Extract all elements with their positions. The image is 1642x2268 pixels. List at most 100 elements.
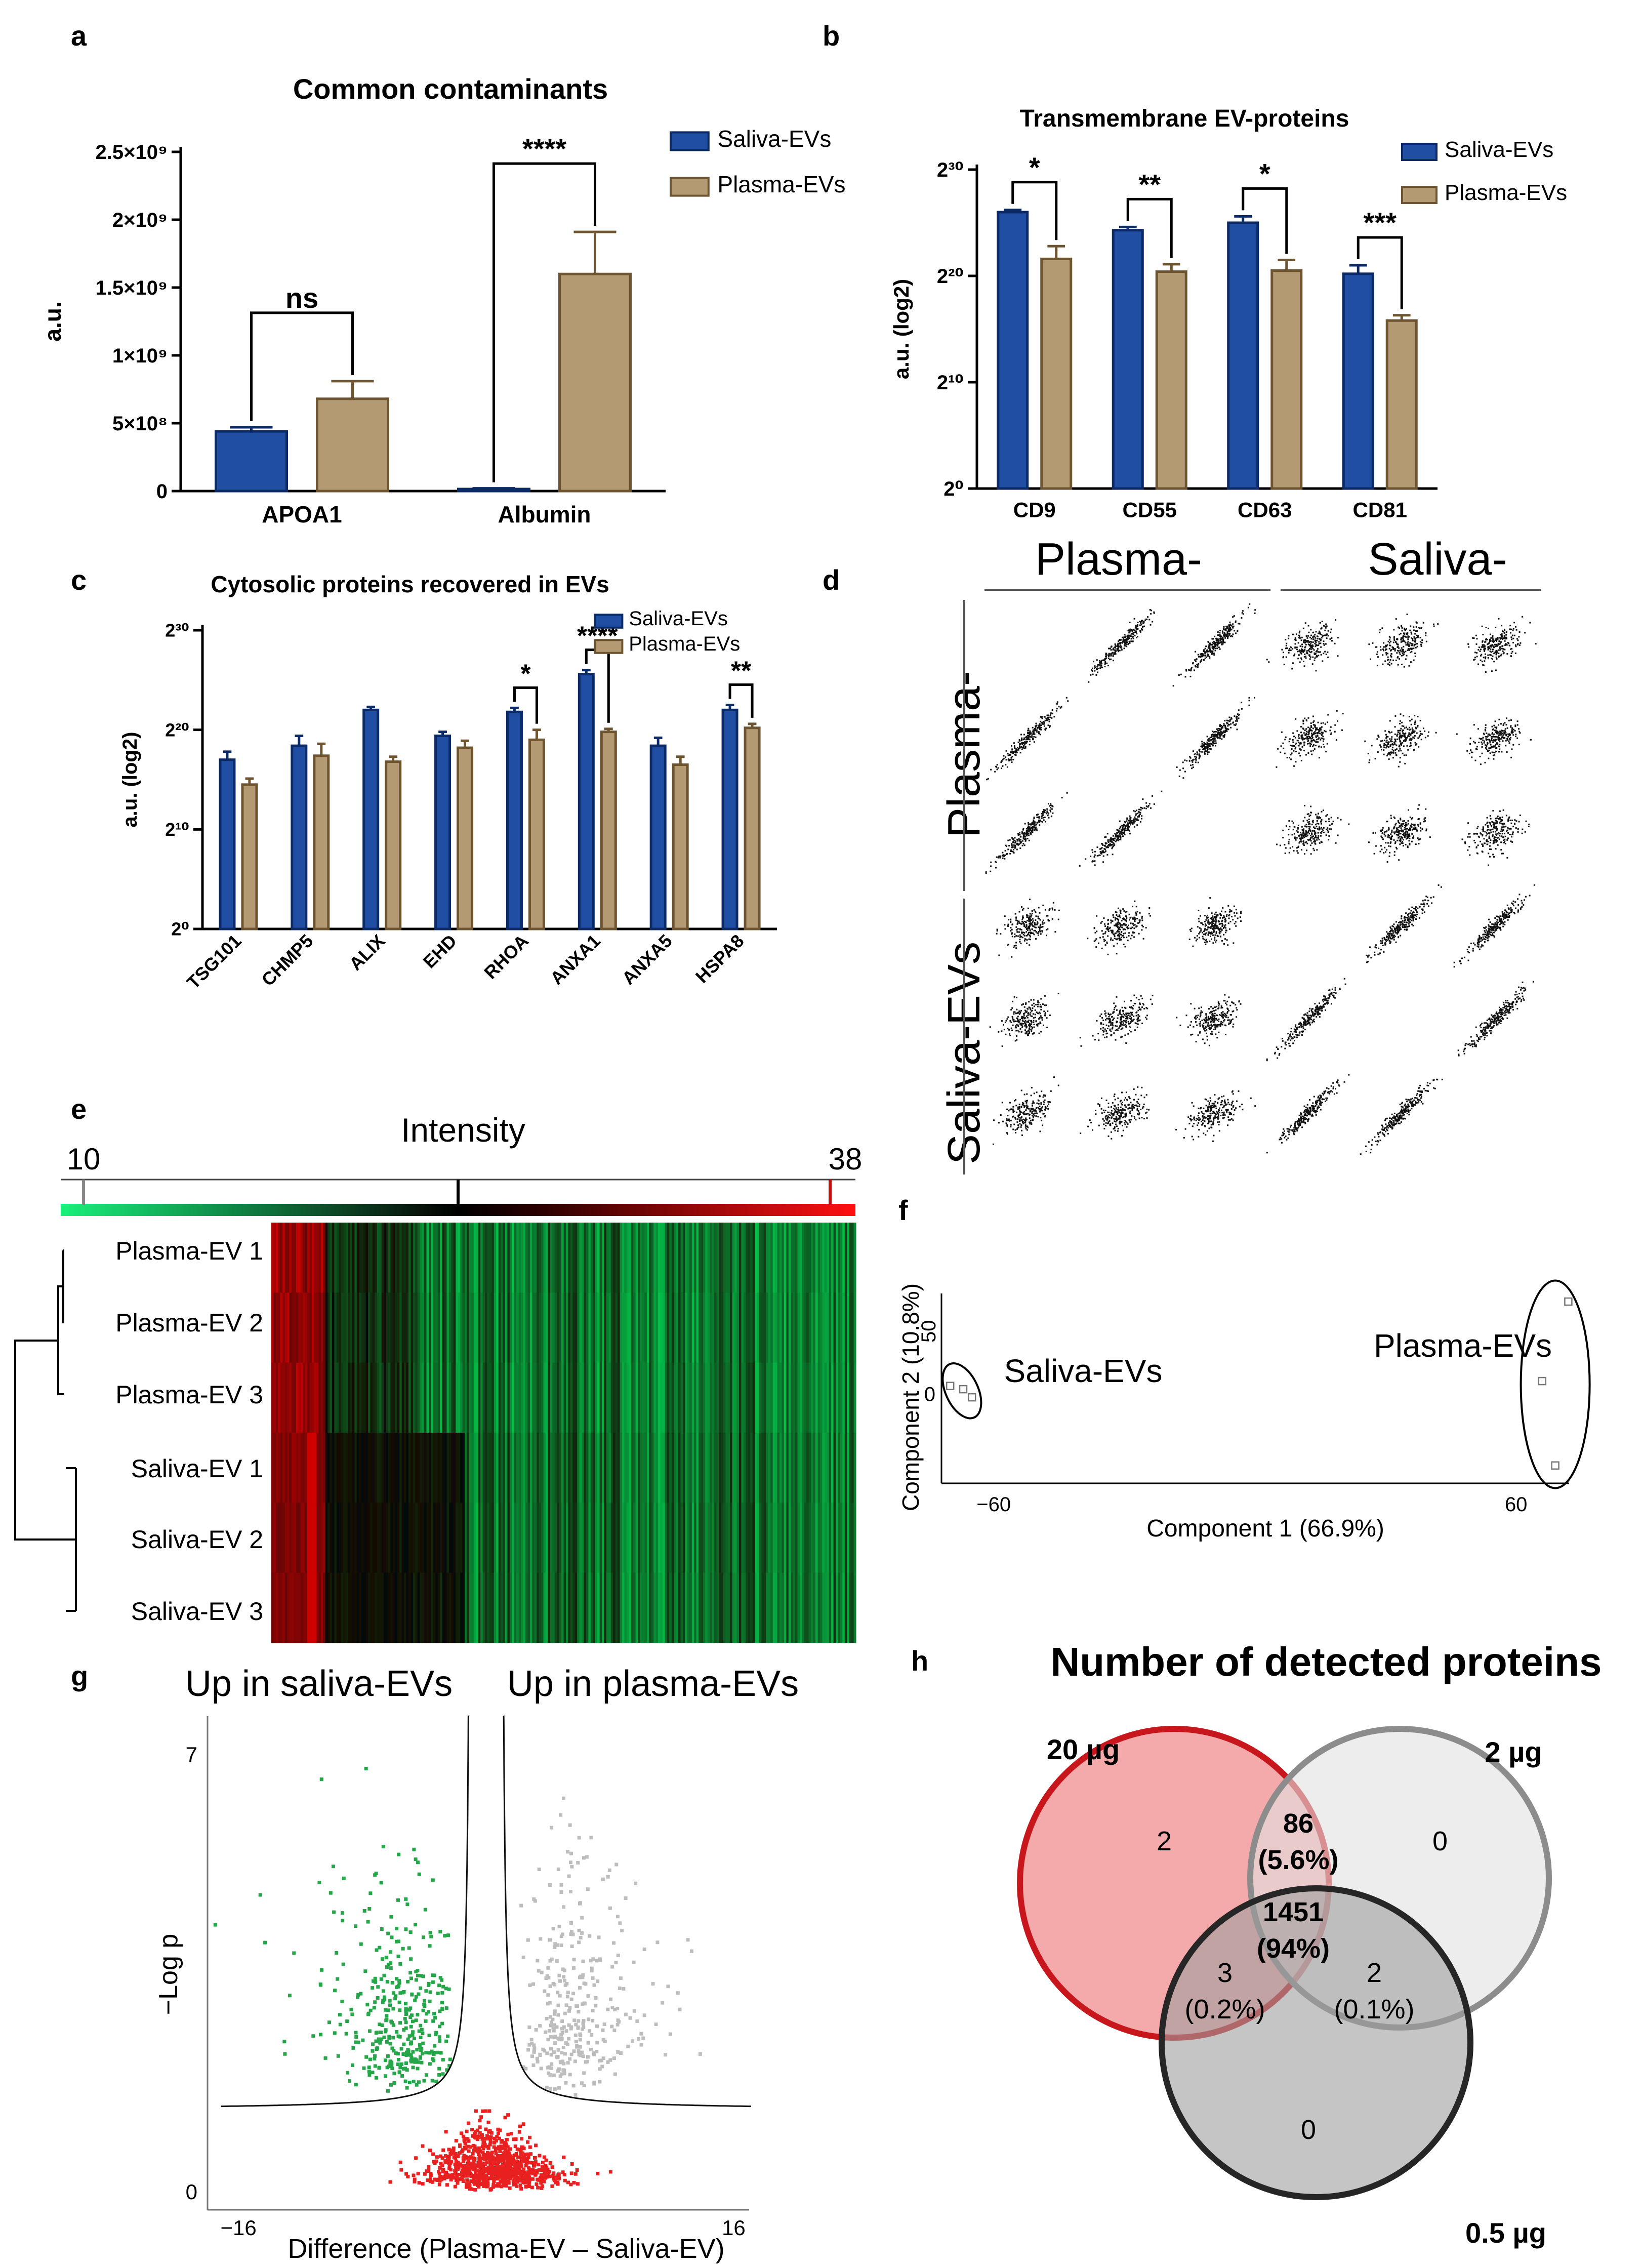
panel-e-heatmap-cell <box>303 1572 306 1643</box>
panel-e-heatmap-cell <box>529 1223 532 1293</box>
panel-e-heatmap-cell <box>370 1572 373 1643</box>
panel-e-heatmap-cell <box>460 1362 463 1433</box>
panel-e-heatmap-cell <box>377 1572 380 1643</box>
panel-h-region-percent-all: (94%) <box>1257 1933 1330 1964</box>
panel-e-heatmap-cell <box>793 1362 796 1433</box>
panel-e-heatmap-cell <box>390 1223 393 1293</box>
panel-e-heatmap-cell <box>791 1292 794 1363</box>
panel-e-heatmap-cell <box>365 1572 368 1643</box>
panel-e-heatmap-cell <box>534 1223 537 1293</box>
panel-e-heatmap-cell <box>345 1572 348 1643</box>
panel-e-heatmap-cell <box>284 1433 288 1503</box>
panel-e-heatmap-cell <box>579 1223 582 1293</box>
panel-e-heatmap-cell <box>851 1223 854 1293</box>
panel-e-heatmap-cell <box>574 1292 578 1363</box>
panel-e-heatmap-cell <box>574 1433 578 1503</box>
panel-e-heatmap-cell <box>408 1223 412 1293</box>
panel-c-bar-plasma-evs-hspa8 <box>744 726 761 930</box>
panel-e-heatmap-cell <box>334 1572 337 1643</box>
panel-e-heatmap-cell <box>770 1433 773 1503</box>
panel-e-heatmap-cell <box>422 1503 425 1573</box>
panel-c-significance-bracket <box>513 686 538 724</box>
panel-e-heatmap-cell <box>793 1433 796 1503</box>
panel-e-heatmap-cell <box>424 1223 427 1293</box>
panel-d-scatter-cell-r2-c6 <box>1456 717 1532 765</box>
panel-e-heatmap-cell <box>543 1223 546 1293</box>
panel-e-heatmap-cell <box>422 1223 425 1293</box>
panel-e-heatmap-cell <box>543 1362 546 1433</box>
panel-e-heatmap-cell <box>579 1503 582 1573</box>
panel-d-scatter-cell-r5-c2 <box>1079 994 1154 1047</box>
panel-a-legend-swatch-saliva-evs <box>670 131 710 151</box>
panel-e-heatmap-cell <box>305 1223 308 1293</box>
panel-e-heatmap-cell <box>574 1362 578 1433</box>
panel-d-scatter-cell-r2-c3 <box>1176 697 1255 779</box>
panel-e-heatmap-cell <box>671 1503 674 1573</box>
panel-e-heatmap-cell <box>550 1292 553 1363</box>
panel-e-heatmap-cell <box>525 1223 528 1293</box>
panel-e-heatmap-cell <box>365 1433 368 1503</box>
panel-e-heatmap-cell <box>345 1223 348 1293</box>
panel-e-heatmap-cell <box>523 1433 526 1503</box>
panel-e-heatmap-cell <box>739 1362 742 1433</box>
panel-e-heatmap-cell <box>448 1503 451 1573</box>
panel-e-heatmap-cell <box>456 1292 459 1363</box>
panel-e-heatmap-cell <box>514 1433 517 1503</box>
panel-e-heatmap-cell <box>788 1362 791 1433</box>
panel-e-heatmap-cell <box>433 1433 436 1503</box>
panel-e-heatmap-cell <box>325 1362 328 1433</box>
panel-e-heatmap-cell <box>325 1503 328 1573</box>
panel-e-heatmap-cell <box>307 1503 310 1573</box>
panel-c-category-label: EHD <box>419 930 461 973</box>
panel-e-heatmap-cell <box>570 1503 573 1573</box>
panel-e-heatmap-cell <box>649 1292 652 1363</box>
panel-e-heatmap-cell <box>300 1503 303 1573</box>
panel-e-heatmap-cell <box>615 1223 618 1293</box>
panel-e-heatmap-cell <box>424 1503 427 1573</box>
panel-e-heatmap-cell <box>732 1503 735 1573</box>
panel-e-heatmap-cell <box>473 1433 476 1503</box>
panel-e-heatmap-cell <box>597 1292 600 1363</box>
panel-e-heatmap-cell <box>791 1223 794 1293</box>
panel-e-heatmap-cell <box>710 1292 713 1363</box>
panel-e-heatmap-cell <box>662 1572 665 1643</box>
panel-e-heatmap-cell <box>446 1572 449 1643</box>
panel-e-heatmap-cell <box>408 1572 412 1643</box>
panel-e-heatmap-cell <box>545 1503 548 1573</box>
panel-e-heatmap-cell <box>318 1572 321 1643</box>
panel-e-heatmap-cell <box>554 1292 557 1363</box>
panel-e-heatmap-cell <box>417 1223 420 1293</box>
panel-e-heatmap-cell <box>851 1503 854 1573</box>
panel-e-heatmap-cell <box>539 1223 542 1293</box>
panel-e-heatmap-cell <box>375 1292 378 1363</box>
panel-g-x-tick-label: 16 <box>722 2216 746 2240</box>
panel-e-heatmap-cell <box>552 1223 555 1293</box>
panel-e-heatmap-cell <box>610 1572 613 1643</box>
panel-e-heatmap-cell <box>453 1362 456 1433</box>
panel-c-category-label: CHMP5 <box>257 930 317 990</box>
panel-e-heatmap-cell <box>574 1572 578 1643</box>
panel-e-heatmap-cell <box>640 1223 643 1293</box>
panel-e-heatmap-cell <box>372 1223 375 1293</box>
panel-b-y-tick-label: 2²⁰ <box>937 265 964 288</box>
panel-e-heatmap-cell <box>806 1433 809 1503</box>
panel-e-heatmap-cell <box>390 1292 393 1363</box>
panel-e-heatmap-cell <box>565 1503 568 1573</box>
panel-e-heatmap-cell <box>298 1572 301 1643</box>
panel-e-heatmap-cell <box>770 1503 773 1573</box>
panel-e-heatmap-cell <box>840 1292 843 1363</box>
panel-e-heatmap-cell <box>415 1292 418 1363</box>
panel-e-heatmap-cell <box>610 1503 613 1573</box>
panel-e-heatmap-cell <box>775 1433 778 1503</box>
panel-e-heatmap-cell <box>777 1362 780 1433</box>
panel-e-heatmap-cell <box>822 1292 825 1363</box>
panel-e-heatmap-cell <box>570 1292 573 1363</box>
panel-c-bar-plasma-evs-tsg101 <box>241 783 258 930</box>
panel-a-significance-label: ns <box>285 282 318 314</box>
panel-e-heatmap-cell <box>422 1362 425 1433</box>
panel-e-heatmap-cell <box>599 1223 602 1293</box>
panel-e-heatmap-cell <box>375 1433 378 1503</box>
panel-e-heatmap-cell <box>448 1362 451 1433</box>
panel-e-heatmap-cell <box>782 1503 785 1573</box>
panel-h-region-count-only_20: 2 <box>1157 1826 1172 1856</box>
